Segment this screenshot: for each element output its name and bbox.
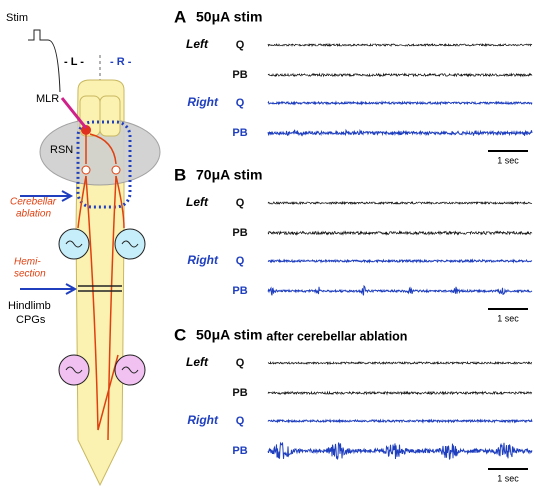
left-label: - L - [64,56,84,68]
rsn-label: RSN [50,144,73,156]
panel-title: 50μA stim [196,327,262,343]
channel-label: Q [236,97,245,109]
scale-bar-label: 1 sec [497,155,519,165]
channel-label: PB [232,387,247,399]
side-label: Left [186,195,209,209]
scale-bar-label: 1 sec [497,313,519,323]
trace [268,443,532,460]
trace [268,130,532,136]
rsn-cell [82,166,90,174]
channel-label: PB [232,69,247,81]
side-label: Left [186,355,209,369]
hemisection-label: section [14,269,46,280]
trace [268,286,532,295]
panel-title: 50μA stim [196,9,262,25]
trace [268,232,532,235]
panel-letter: B [174,165,186,184]
channel-label: PB [232,445,247,457]
hemisection-arrow [20,284,75,294]
stim-label: Stim [6,12,28,24]
hemisection-label: Hemi- [14,257,41,268]
channel-label: Q [236,255,245,267]
schematic: Stim - L - - R - MLR RSN Cerebellar abla… [6,12,160,485]
panel-subtitle: after cerebellar ablation [266,329,407,343]
trace [268,102,532,104]
mlr-label: MLR [36,93,59,105]
scale-bar-label: 1 sec [497,473,519,483]
channel-label: Q [236,415,245,427]
panel: C 50μA stim after cerebellar ablation Left R… [174,325,532,483]
trace [268,362,532,364]
panel-letter: C [174,325,186,344]
panel-title: 70μA stim [196,167,262,183]
rsn-cell [112,166,120,174]
trace [268,44,532,46]
channel-label: PB [232,127,247,139]
stim-pulse [28,30,60,92]
ablation-label: Cerebellar [10,197,57,208]
side-label: Right [187,95,219,109]
panel: A 50μA stim Left Right Q PB Q PB 1 sec [174,7,532,165]
cpg-label: Hindlimb [8,300,51,312]
trace [268,392,532,394]
channel-label: PB [232,227,247,239]
side-label: Left [186,37,209,51]
panel: B 70μA stim Left Right Q PB Q PB 1 sec [174,165,532,323]
side-label: Right [187,253,219,267]
side-label: Right [187,413,219,427]
right-label: - R - [110,56,132,68]
channel-label: Q [236,197,245,209]
ablation-label: ablation [16,209,51,220]
trace [268,202,532,204]
cpg-label: CPGs [16,314,46,326]
channel-label: Q [236,39,245,51]
channel-label: Q [236,357,245,369]
trace [268,420,532,422]
panel-letter: A [174,7,186,26]
trace [268,74,532,76]
lobe [100,96,120,136]
channel-label: PB [232,285,247,297]
trace [268,260,532,262]
figure: Stim - L - - R - MLR RSN Cerebellar abla… [0,0,534,490]
